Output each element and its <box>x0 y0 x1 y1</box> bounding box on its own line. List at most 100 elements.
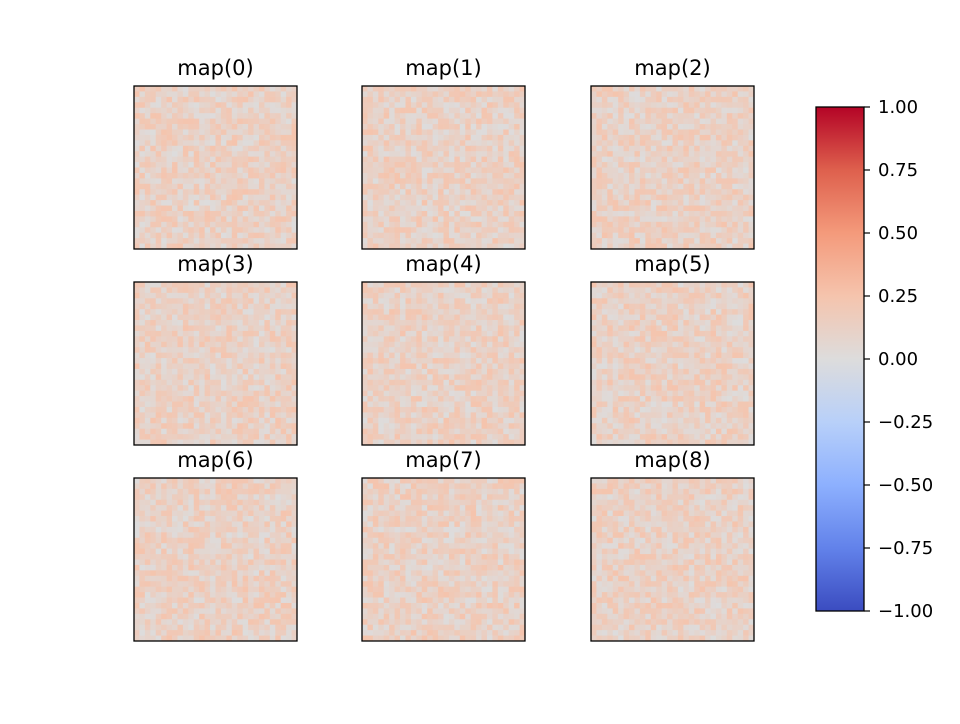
heatmap-cell <box>661 140 668 147</box>
heatmap-cell <box>705 314 711 321</box>
heatmap-cell <box>596 238 603 244</box>
heatmap-cell <box>231 314 238 321</box>
heatmap-cell <box>732 129 739 136</box>
heatmap-cell <box>601 292 608 299</box>
heatmap-cell <box>715 221 722 228</box>
heatmap-cell <box>432 96 439 103</box>
heatmap-cell <box>410 107 417 114</box>
heatmap-cell <box>607 330 614 337</box>
heatmap-cell <box>623 314 630 321</box>
heatmap-cell <box>291 200 298 206</box>
heatmap-cell <box>607 336 614 343</box>
heatmap-cell <box>743 200 749 206</box>
heatmap-cell <box>634 243 641 250</box>
heatmap-cell <box>514 287 520 294</box>
heatmap-cell <box>372 140 379 147</box>
heatmap-cell <box>492 368 499 375</box>
heatmap-cell <box>400 145 406 152</box>
heatmap-cell <box>432 162 439 168</box>
heatmap-cell <box>199 303 206 310</box>
heatmap-cell <box>253 298 260 305</box>
heatmap-cell <box>514 200 520 206</box>
heatmap-cell <box>421 96 428 103</box>
heatmap-cell <box>410 401 417 408</box>
heatmap-cell <box>514 314 520 321</box>
heatmap-cell <box>645 309 652 315</box>
heatmap-cell <box>623 162 630 168</box>
heatmap-cell <box>721 91 728 98</box>
heatmap-cell <box>661 118 668 125</box>
heatmap-cell <box>172 320 178 326</box>
heatmap-cell <box>367 91 374 98</box>
heatmap-cell <box>193 309 200 315</box>
heatmap-cell <box>378 118 385 125</box>
heatmap-cell <box>400 412 406 419</box>
heatmap-cell <box>427 210 434 217</box>
heatmap-cell <box>215 140 222 147</box>
heatmap-cell <box>443 320 450 326</box>
heatmap-cell <box>389 129 395 136</box>
heatmap-cell <box>486 189 493 196</box>
heatmap-cell <box>481 118 488 125</box>
heatmap-cell <box>503 390 510 397</box>
heatmap-cell <box>715 292 722 299</box>
heatmap-cell <box>394 358 401 364</box>
heatmap-cell <box>481 309 488 315</box>
heatmap-cell <box>204 390 211 397</box>
heatmap-cell <box>497 341 504 348</box>
heatmap-cell <box>503 396 510 402</box>
heatmap-cell <box>410 134 417 141</box>
heatmap-cell <box>710 96 717 103</box>
heatmap-cell <box>215 96 222 103</box>
heatmap-cell <box>481 439 488 446</box>
heatmap-cell <box>710 336 717 343</box>
heatmap-cell <box>432 325 439 332</box>
heatmap-cell <box>253 423 260 430</box>
heatmap-cell <box>427 428 434 435</box>
heatmap-cell <box>721 140 728 147</box>
heatmap-cell <box>210 86 216 92</box>
heatmap-cell <box>672 129 679 136</box>
heatmap-cell <box>705 238 711 244</box>
heatmap-cell <box>661 200 668 206</box>
heatmap-cell <box>634 178 641 185</box>
heatmap-cell <box>275 423 282 430</box>
heatmap-cell <box>269 428 276 435</box>
heatmap-cell <box>672 178 679 185</box>
heatmap-cell <box>497 243 504 250</box>
heatmap-cell <box>667 243 673 250</box>
heatmap-cell <box>383 325 390 332</box>
heatmap-cell <box>748 341 755 348</box>
heatmap-cell <box>732 287 739 294</box>
heatmap-cell <box>677 303 684 310</box>
heatmap-cell <box>410 167 417 174</box>
heatmap-cell <box>394 282 401 288</box>
heatmap-cell <box>514 374 520 381</box>
heatmap-cell <box>432 129 439 136</box>
heatmap-cell <box>705 221 711 228</box>
heatmap-cell <box>155 292 162 299</box>
heatmap-cell <box>177 417 184 424</box>
heatmap-cell <box>465 325 472 332</box>
heatmap-cell <box>743 145 749 152</box>
heatmap-cell <box>188 151 195 158</box>
heatmap-cell <box>182 145 189 152</box>
heatmap-cell <box>367 385 374 392</box>
heatmap-cell <box>519 232 526 239</box>
heatmap-cell <box>264 352 271 359</box>
heatmap-cell <box>210 330 216 337</box>
heatmap-cell <box>639 96 646 103</box>
heatmap-cell <box>161 336 167 343</box>
heatmap-cell <box>362 352 368 359</box>
heatmap-cell <box>743 341 749 348</box>
heatmap-cell <box>591 336 597 343</box>
heatmap-cell <box>410 330 417 337</box>
heatmap-cell <box>432 221 439 228</box>
heatmap-cell <box>362 134 368 141</box>
heatmap-cell <box>188 227 195 234</box>
heatmap-cell <box>465 107 472 114</box>
heatmap-cell <box>459 347 466 354</box>
heatmap-cell <box>438 216 444 223</box>
heatmap-cell <box>432 172 439 179</box>
heatmap-cell <box>394 379 401 386</box>
